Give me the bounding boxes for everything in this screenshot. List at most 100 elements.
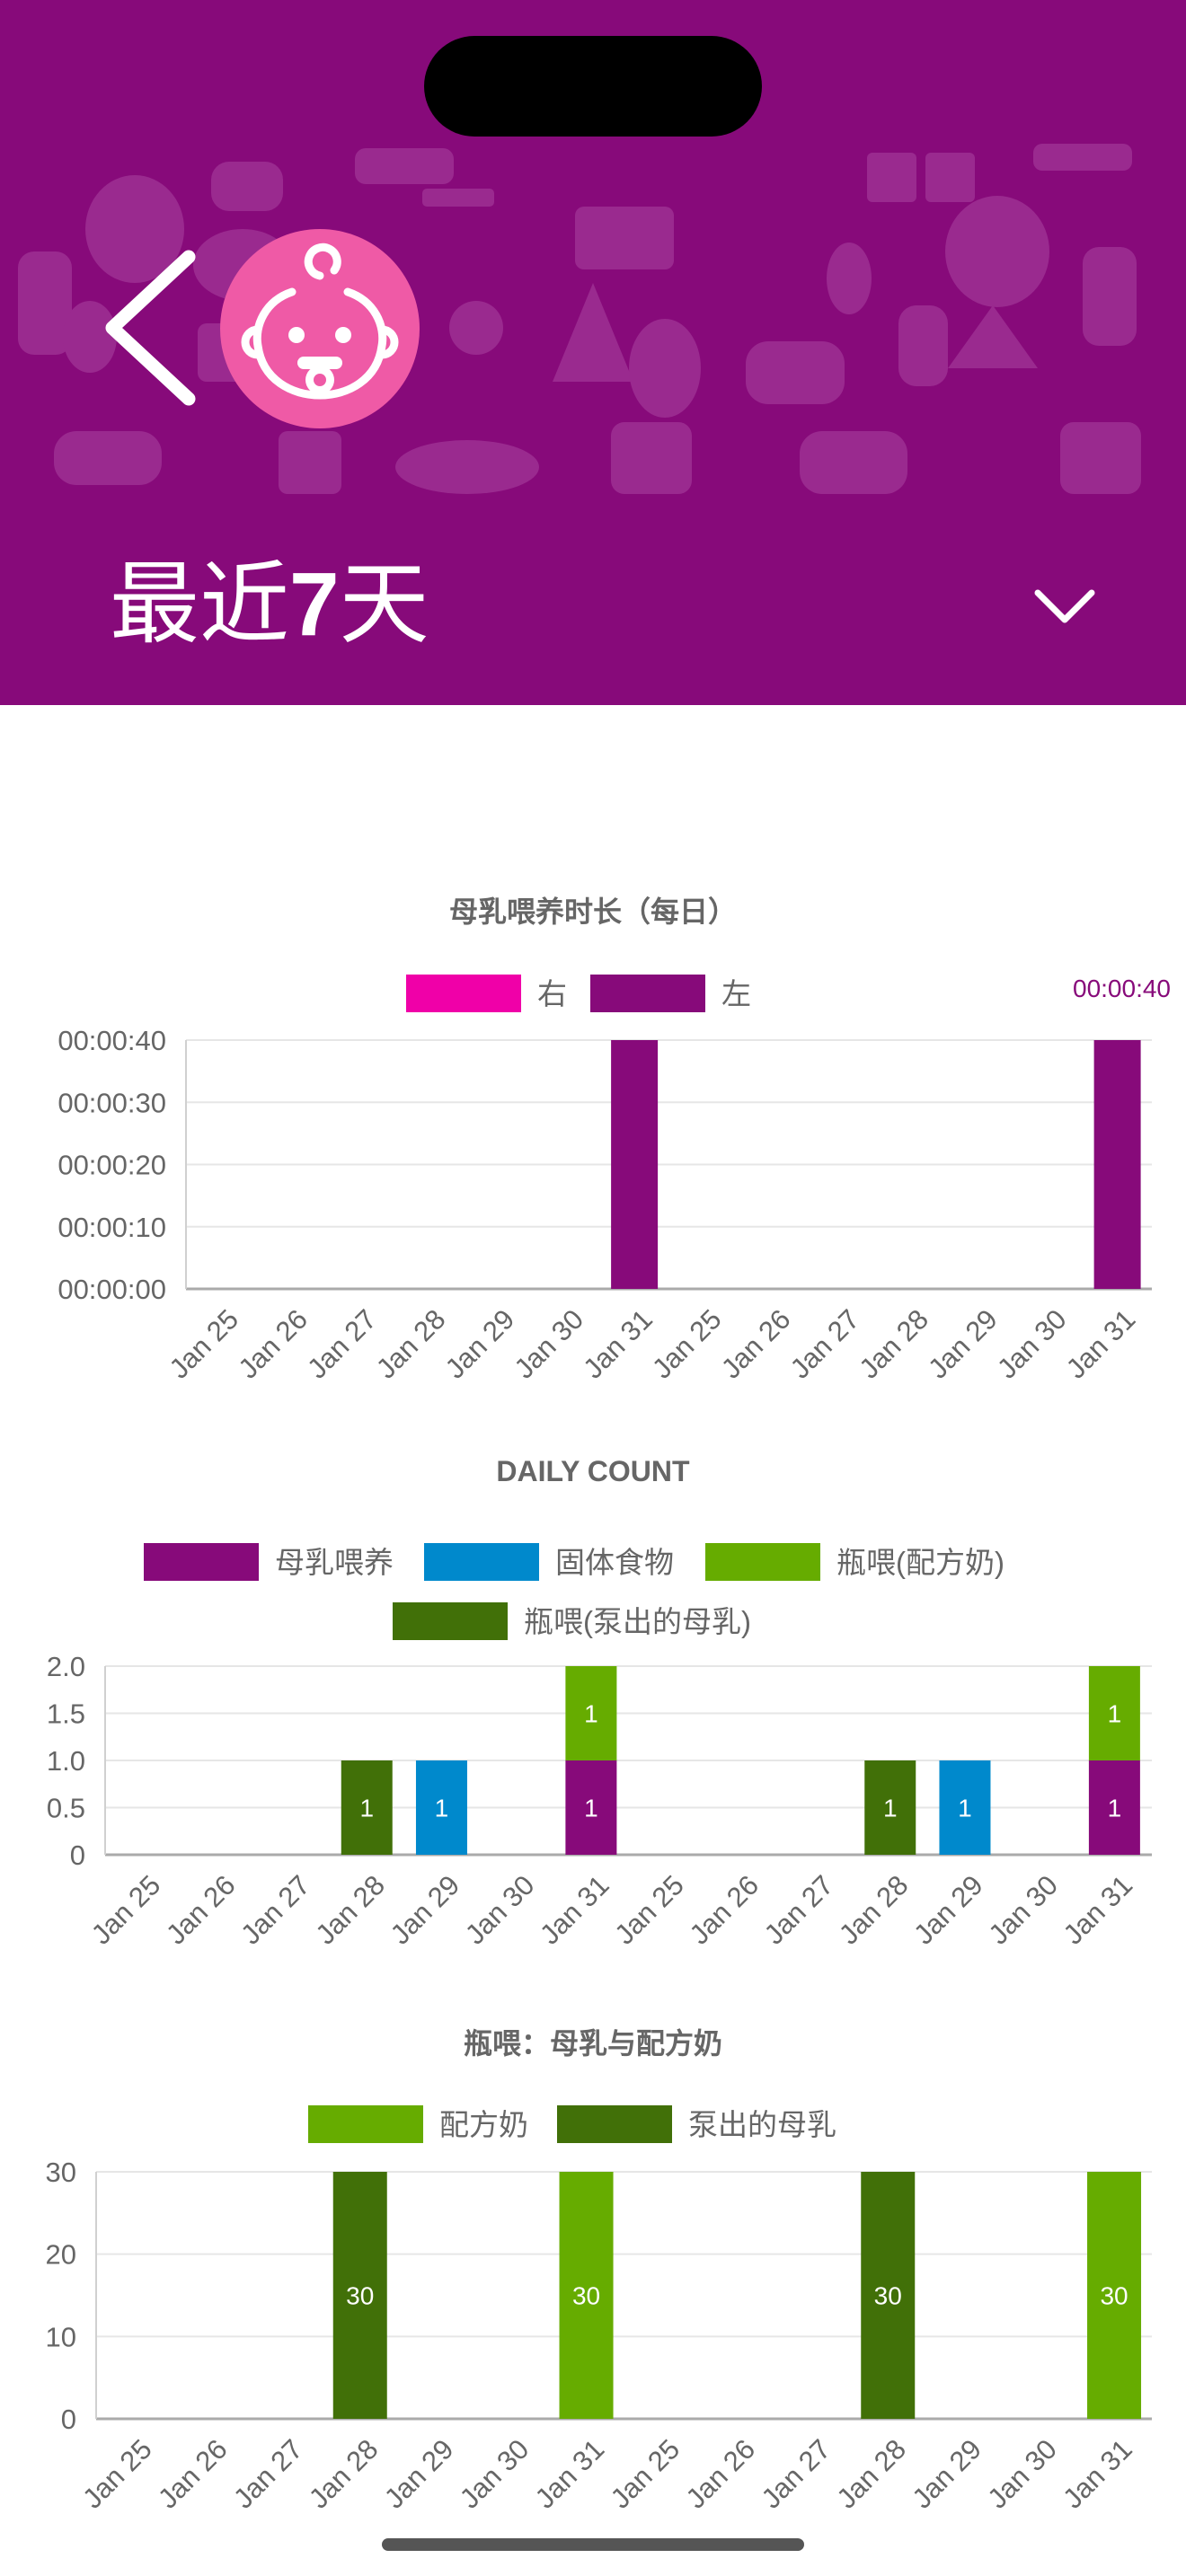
legend-swatch	[424, 1543, 539, 1581]
x-tick-label: Jan 27	[301, 1303, 383, 1385]
y-tick-label: 0	[61, 2404, 76, 2435]
bar[interactable]	[565, 1760, 617, 1855]
x-tick-label: Jan 31	[1057, 2433, 1138, 2515]
x-tick-label: Jan 25	[605, 2433, 686, 2515]
x-tick-label: Jan 28	[853, 1303, 934, 1385]
y-tick-label: 30	[46, 2157, 76, 2188]
baby-pattern-background	[18, 144, 1141, 494]
x-tick-label: Jan 26	[152, 2433, 234, 2515]
y-tick-label: 2.0	[47, 1651, 85, 1682]
legend-label: 右	[537, 977, 567, 1010]
x-tick-label: Jan 25	[646, 1303, 728, 1385]
x-tick-label: Jan 29	[907, 1869, 989, 1951]
legend-label: 固体食物	[555, 1546, 674, 1579]
x-tick-label: Jan 27	[758, 1869, 840, 1951]
x-tick-label: Jan 28	[833, 1869, 915, 1951]
bar-value-label: 1	[584, 1700, 598, 1728]
bar[interactable]	[861, 2172, 916, 2419]
bar[interactable]	[1087, 2172, 1142, 2419]
legend-label: 母乳喂养	[275, 1546, 394, 1579]
legend-label: 瓶喂(泵出的母乳)	[524, 1605, 751, 1638]
home-indicator[interactable]	[382, 2538, 804, 2551]
legend-item[interactable]: 泵出的母乳	[557, 2105, 836, 2143]
back-chevron-icon[interactable]	[99, 250, 207, 407]
x-tick-label: Jan 29	[922, 1303, 1004, 1385]
bar-value-label: 1	[359, 1795, 374, 1822]
legend-item[interactable]: 配方奶	[308, 2105, 528, 2143]
bar-value-label: 1	[584, 1795, 598, 1822]
x-tick-label: Jan 28	[303, 2433, 385, 2515]
x-tick-label: Jan 31	[1058, 1869, 1139, 1951]
legend-label: 泵出的母乳	[688, 2108, 836, 2141]
bar[interactable]	[611, 1040, 659, 1289]
x-tick-label: Jan 29	[439, 1303, 521, 1385]
x-tick-label: Jan 31	[1060, 1303, 1142, 1385]
x-tick-label: Jan 29	[906, 2433, 987, 2515]
legend-item[interactable]: 瓶喂(配方奶)	[705, 1543, 1005, 1581]
legend-swatch	[590, 975, 705, 1012]
bar[interactable]	[559, 2172, 614, 2419]
legend-item[interactable]: 左	[590, 975, 751, 1012]
bar-value-label: 1	[1108, 1795, 1122, 1822]
y-tick-label: 1.5	[47, 1698, 85, 1730]
legend-label: 配方奶	[439, 2108, 528, 2141]
bar-value-label: 1	[1108, 1700, 1122, 1728]
legend-swatch	[393, 1602, 508, 1640]
x-tick-label: Jan 26	[232, 1303, 314, 1385]
bar-value-label: 30	[346, 2282, 374, 2310]
legend-item[interactable]: 固体食物	[424, 1543, 674, 1581]
x-tick-label: Jan 27	[227, 2433, 309, 2515]
bar[interactable]	[939, 1760, 991, 1855]
bar[interactable]	[415, 1760, 467, 1855]
header: 最近7天	[0, 0, 1186, 705]
camera-notch	[424, 36, 762, 137]
legend-swatch	[308, 2105, 423, 2143]
x-tick-label: Jan 25	[85, 1869, 167, 1951]
legend-item[interactable]: 母乳喂养	[144, 1543, 394, 1581]
x-tick-label: Jan 28	[370, 1303, 452, 1385]
bar-value-label: 30	[874, 2282, 902, 2310]
x-tick-label: Jan 28	[830, 2433, 912, 2515]
x-tick-label: Jan 30	[981, 2433, 1063, 2515]
x-tick-label: Jan 30	[454, 2433, 535, 2515]
y-tick-label: 0.5	[47, 1793, 85, 1824]
x-tick-label: Jan 30	[509, 1303, 590, 1385]
bar[interactable]	[1088, 1760, 1140, 1855]
x-tick-label: Jan 26	[680, 2433, 762, 2515]
legend-swatch	[705, 1543, 820, 1581]
y-tick-label: 00:00:00	[58, 1274, 166, 1305]
x-tick-label: Jan 26	[715, 1303, 797, 1385]
x-tick-label: Jan 31	[577, 1303, 659, 1385]
baby-avatar[interactable]	[220, 229, 420, 428]
y-tick-label: 20	[46, 2239, 76, 2271]
bar[interactable]	[332, 2172, 387, 2419]
count-chart-title: DAILY COUNT	[496, 1455, 690, 1487]
x-tick-label: Jan 31	[534, 1869, 615, 1951]
legend-swatch	[406, 975, 521, 1012]
legend-swatch	[557, 2105, 672, 2143]
chevron-down-icon[interactable]	[1024, 566, 1105, 647]
page-title: 最近7天	[110, 554, 429, 655]
x-tick-label: Jan 31	[529, 2433, 611, 2515]
y-tick-label: 00:00:30	[58, 1087, 166, 1118]
legend-item[interactable]: 瓶喂(泵出的母乳)	[393, 1602, 751, 1640]
duration-chart-title: 母乳喂养时长（每日）	[448, 895, 737, 928]
bar-value-label: 1	[883, 1795, 898, 1822]
bar[interactable]	[1088, 1666, 1140, 1760]
bar[interactable]	[864, 1760, 916, 1855]
bar-value-label: 1	[958, 1795, 972, 1822]
baby-face-icon	[241, 243, 399, 400]
date-range-selector[interactable]: 最近7天	[0, 534, 1186, 669]
x-tick-label: Jan 26	[684, 1869, 766, 1951]
bar[interactable]	[341, 1760, 393, 1855]
y-tick-label: 00:00:10	[58, 1212, 166, 1243]
bottle-chart-title: 瓶喂：母乳与配方奶	[463, 2027, 722, 2060]
legend-swatch	[144, 1543, 259, 1581]
legend-item[interactable]: 右	[406, 975, 567, 1012]
bar[interactable]	[565, 1666, 617, 1760]
bar-value-label: 30	[1100, 2282, 1128, 2310]
duration-chart: 右 左 00:00:00 00:00:10 00:00:20 00:00:30 00:00:…	[58, 975, 1171, 1385]
bar[interactable]	[1093, 1040, 1141, 1289]
overflow-value-label: 00:00:40	[1073, 975, 1171, 1002]
